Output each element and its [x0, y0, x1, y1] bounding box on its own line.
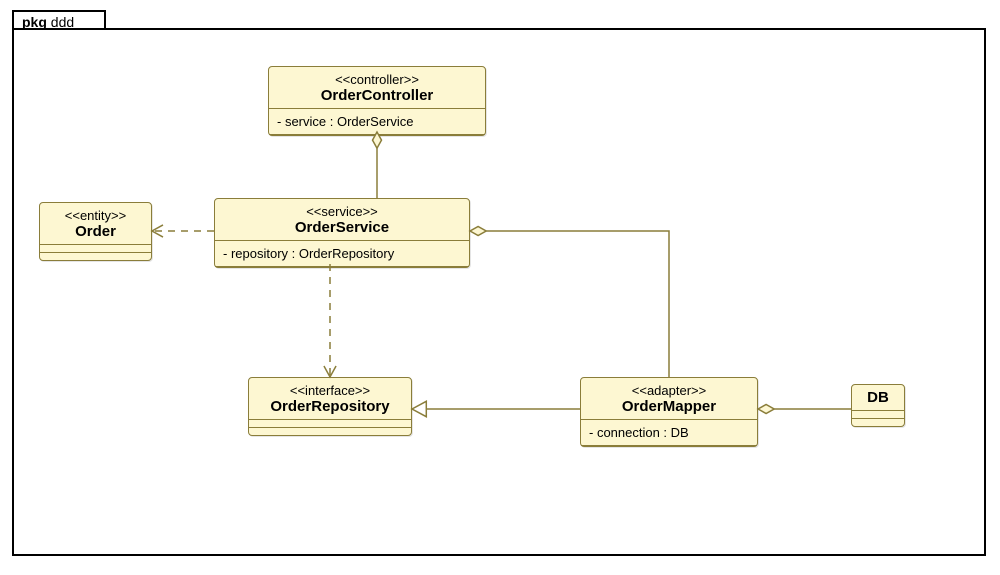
class-name: DB [856, 389, 900, 406]
class-header: DB [852, 385, 904, 411]
class-attrs: - service : OrderService [269, 109, 485, 135]
class-attrs [249, 420, 411, 428]
class-ops [40, 253, 151, 260]
package-tab: pkg ddd [12, 10, 106, 30]
class-stereotype: <<controller>> [275, 72, 479, 87]
class-order-controller: <<controller>> OrderController - service… [268, 66, 486, 136]
class-attrs [852, 411, 904, 419]
class-name: Order [46, 223, 145, 240]
class-order: <<entity>> Order [39, 202, 152, 261]
class-header: <<adapter>> OrderMapper [581, 378, 757, 420]
package-frame [12, 28, 986, 556]
class-header: <<controller>> OrderController [269, 67, 485, 109]
class-name: OrderService [221, 219, 463, 236]
class-stereotype: <<service>> [221, 204, 463, 219]
class-attrs: - repository : OrderRepository [215, 241, 469, 267]
class-ops [852, 419, 904, 426]
class-stereotype: <<entity>> [46, 208, 145, 223]
class-name: OrderMapper [587, 398, 751, 415]
attr-row: - repository : OrderRepository [223, 246, 461, 261]
class-attrs [40, 245, 151, 253]
diagram-canvas: pkg ddd <<entity>> Order <<controller>> … [0, 0, 1000, 575]
class-order-service: <<service>> OrderService - repository : … [214, 198, 470, 268]
attr-row: - service : OrderService [277, 114, 477, 129]
class-ops [249, 428, 411, 435]
class-db: DB [851, 384, 905, 427]
class-stereotype: <<adapter>> [587, 383, 751, 398]
class-stereotype: <<interface>> [255, 383, 405, 398]
class-header: <<entity>> Order [40, 203, 151, 245]
class-name: OrderController [275, 87, 479, 104]
class-header: <<interface>> OrderRepository [249, 378, 411, 420]
class-attrs: - connection : DB [581, 420, 757, 446]
class-order-mapper: <<adapter>> OrderMapper - connection : D… [580, 377, 758, 447]
class-name: OrderRepository [255, 398, 405, 415]
class-order-repository: <<interface>> OrderRepository [248, 377, 412, 436]
class-header: <<service>> OrderService [215, 199, 469, 241]
attr-row: - connection : DB [589, 425, 749, 440]
